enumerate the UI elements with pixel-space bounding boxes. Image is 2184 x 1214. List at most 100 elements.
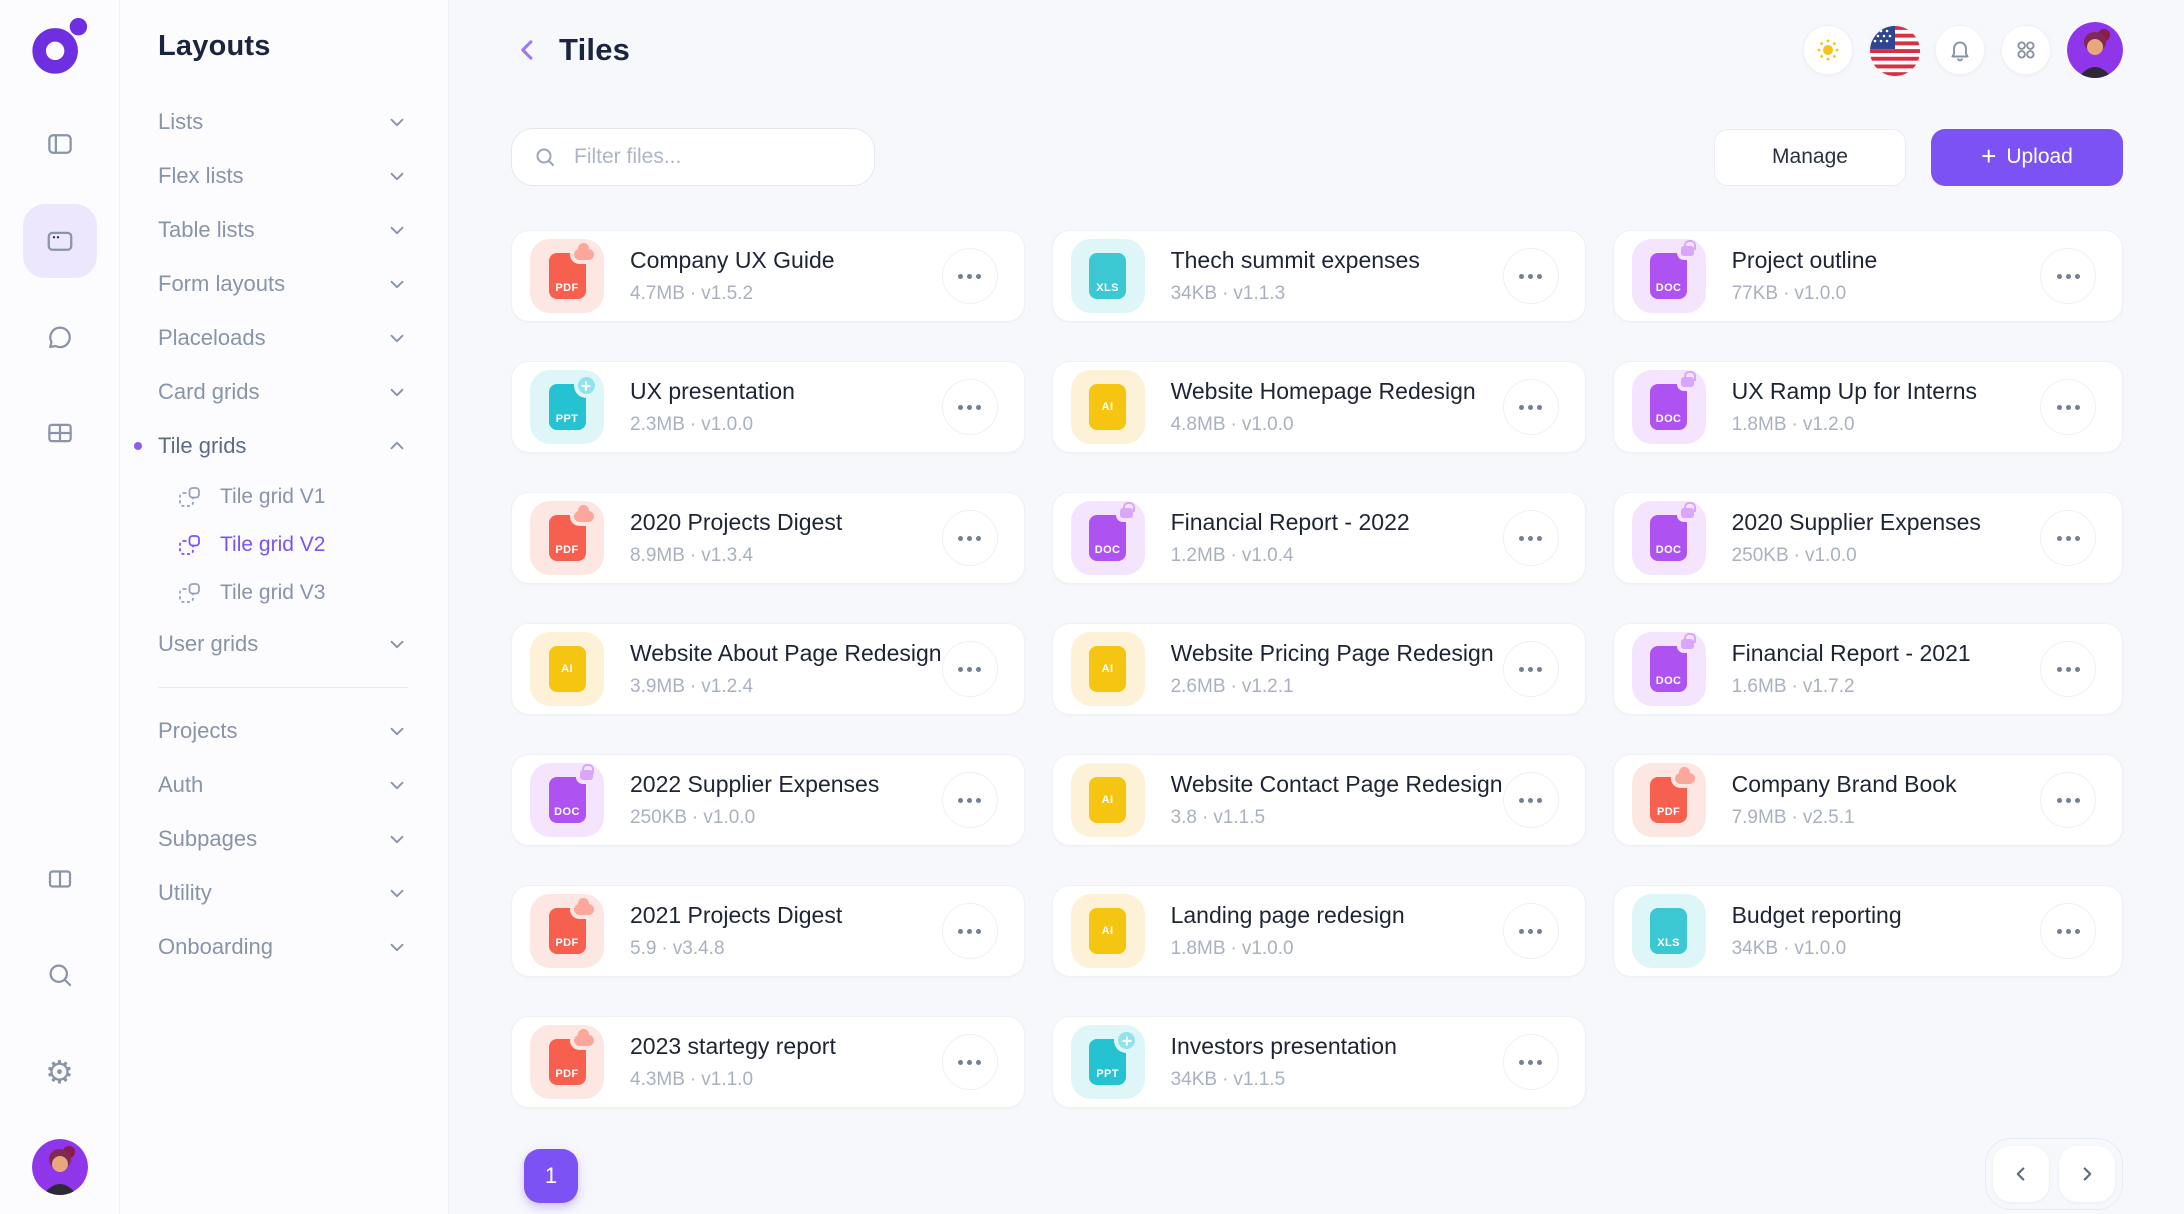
sidebar-submenu-item[interactable]: Tile grid V3 xyxy=(158,569,408,617)
file-card[interactable]: AI Landing page redesign 1.8MB · v1.0.0 xyxy=(1051,885,1586,977)
doc-shape: DOC xyxy=(1089,502,1135,561)
sidebar-menu-item[interactable]: Form layouts xyxy=(158,257,408,311)
file-menu-button[interactable] xyxy=(941,1034,998,1090)
file-card[interactable]: DOC 2022 Supplier Expenses 250KB · v1.0.0 xyxy=(511,754,1025,846)
file-card[interactable]: DOC 2020 Supplier Expenses 250KB · v1.0.0 xyxy=(1612,492,2123,584)
rail-item-search[interactable] xyxy=(45,960,75,990)
file-type-icon: AI xyxy=(1070,763,1145,837)
chevron-down-icon xyxy=(390,943,404,952)
file-meta: 1.6MB · v1.7.2 xyxy=(1732,676,1971,698)
back-button[interactable] xyxy=(511,33,545,67)
page-1-button[interactable]: 1 xyxy=(524,1149,578,1203)
sidebar-menu-item[interactable]: Card grids xyxy=(158,365,408,419)
sidebar-menu-item[interactable]: Projects xyxy=(158,704,408,758)
sidebar-menu-item[interactable]: Utility xyxy=(158,866,408,920)
file-size: 3.8 xyxy=(1170,807,1197,828)
file-card[interactable]: DOC Financial Report - 2021 1.6MB · v1.7.2 xyxy=(1612,623,2123,715)
meta-separator: · xyxy=(689,414,697,435)
file-card[interactable]: AI Website Homepage Redesign 4.8MB · v1.0.… xyxy=(1051,361,1586,453)
sidebar-menu-item[interactable]: Lists xyxy=(158,95,408,149)
file-badge-icon xyxy=(573,1029,594,1046)
user-avatar-icon xyxy=(31,1139,88,1195)
file-menu-button[interactable] xyxy=(941,379,998,435)
rail-item-layouts-active[interactable] xyxy=(22,204,97,278)
file-card[interactable]: XLS Thech summit expenses 34KB · v1.1.3 xyxy=(1051,230,1586,322)
apps-button[interactable] xyxy=(2001,25,2051,75)
rail-item-grids[interactable] xyxy=(45,418,75,448)
file-badge-icon xyxy=(579,764,594,780)
submenu-item-label: Tile grid V1 xyxy=(220,485,326,508)
profile-avatar[interactable] xyxy=(2067,22,2123,78)
file-type-icon: DOC xyxy=(1070,501,1145,575)
rail-avatar[interactable] xyxy=(31,1139,88,1195)
file-card[interactable]: XLS Budget reporting 34KB · v1.0.0 xyxy=(1612,885,2123,977)
notifications-button[interactable] xyxy=(1935,25,1985,75)
app-logo[interactable] xyxy=(29,16,91,78)
file-menu-button[interactable] xyxy=(941,772,998,828)
file-card[interactable]: PPT Investors presentation 34KB · v1.1.5 xyxy=(1051,1016,1586,1108)
file-menu-button[interactable] xyxy=(2040,248,2096,304)
sidebar-menu-item[interactable]: Onboarding xyxy=(158,920,408,974)
file-menu-button[interactable] xyxy=(2040,379,2096,435)
file-menu-button[interactable] xyxy=(1502,903,1559,959)
file-card[interactable]: AI Website Pricing Page Redesign 2.6MB · v… xyxy=(1051,623,1586,715)
file-menu-button[interactable] xyxy=(1502,641,1559,697)
file-menu-button[interactable] xyxy=(2040,772,2096,828)
file-card[interactable]: PDF 2023 startegy report 4.3MB · v1.1.0 xyxy=(511,1016,1025,1108)
file-menu-button[interactable] xyxy=(2040,641,2096,697)
file-version: v1.1.5 xyxy=(1213,807,1266,828)
sidebar-menu-item[interactable]: Auth xyxy=(158,758,408,812)
sidebar-menu-item[interactable]: Tile grids xyxy=(134,419,408,473)
next-page-button[interactable] xyxy=(2059,1146,2115,1202)
file-card[interactable]: DOC Project outline 77KB · v1.0.0 xyxy=(1612,230,2123,322)
theme-toggle-button[interactable] xyxy=(1803,25,1853,75)
file-card[interactable]: AI Website About Page Redesign 3.9MB · v1.… xyxy=(511,623,1025,715)
sidebar-menu-item[interactable]: Flex lists xyxy=(158,149,408,203)
file-menu-button[interactable] xyxy=(941,903,998,959)
file-menu-button[interactable] xyxy=(941,248,998,304)
file-menu-button[interactable] xyxy=(941,510,998,566)
file-menu-button[interactable] xyxy=(941,641,998,697)
sidebar-submenu-item[interactable]: Tile grid V1 xyxy=(158,473,408,521)
file-menu-button[interactable] xyxy=(1502,248,1559,304)
file-menu-button[interactable] xyxy=(1502,772,1559,828)
language-button[interactable] xyxy=(1869,25,1920,76)
sidebar-submenu-item[interactable]: Tile grid V2 xyxy=(158,521,408,569)
upload-button[interactable]: + Upload xyxy=(1931,128,2123,186)
sidebar-menu-item[interactable]: Table lists xyxy=(158,203,408,257)
sidebar-menu-item[interactable]: Subpages xyxy=(158,812,408,866)
file-card[interactable]: PDF 2020 Projects Digest 8.9MB · v1.3.4 xyxy=(511,492,1025,584)
manage-button[interactable]: Manage xyxy=(1714,128,1906,186)
file-card[interactable]: DOC Financial Report - 2022 1.2MB · v1.0.4 xyxy=(1051,492,1586,584)
file-card[interactable]: PPT UX presentation 2.3MB · v1.0.0 xyxy=(511,361,1025,453)
doc-shape: DOC xyxy=(1650,371,1696,430)
dots-icon xyxy=(2056,797,2062,803)
file-card[interactable]: DOC UX Ramp Up for Interns 1.8MB · v1.2.0 xyxy=(1612,361,2123,453)
dots-icon xyxy=(1519,273,1525,279)
file-type-label: PDF xyxy=(555,544,579,556)
file-title: 2023 startegy report xyxy=(630,1033,836,1059)
filter-input[interactable] xyxy=(511,128,875,186)
file-type-label: DOC xyxy=(1094,544,1121,556)
file-menu-button[interactable] xyxy=(2040,510,2096,566)
file-card[interactable]: PDF 2021 Projects Digest 5.9 · v3.4.8 xyxy=(511,885,1025,977)
dots-icon xyxy=(958,404,964,410)
sidebar-menu-item[interactable]: User grids xyxy=(158,617,408,671)
file-badge-icon xyxy=(1681,633,1696,649)
file-menu-button[interactable] xyxy=(1502,379,1559,435)
file-card[interactable]: PDF Company UX Guide 4.7MB · v1.5.2 xyxy=(511,230,1025,322)
rail-item-sidebar-layout[interactable] xyxy=(45,129,75,159)
sidebar-menu-item[interactable]: Placeloads xyxy=(158,311,408,365)
file-card[interactable]: AI Website Contact Page Redesign 3.8 · v1.… xyxy=(1051,754,1586,846)
file-menu-button[interactable] xyxy=(1502,510,1559,566)
rail-item-columns[interactable] xyxy=(45,864,75,894)
rail-item-settings[interactable]: ⚙ xyxy=(45,1056,74,1088)
file-menu-button[interactable] xyxy=(1502,1034,1559,1090)
prev-page-button[interactable] xyxy=(1993,1146,2049,1202)
file-menu-button[interactable] xyxy=(2040,903,2096,959)
file-card[interactable]: PDF Company Brand Book 7.9MB · v2.5.1 xyxy=(1612,754,2123,846)
file-type-label: DOC xyxy=(1655,282,1682,294)
rail-item-messages[interactable] xyxy=(45,322,75,352)
menu-item-label: Form layouts xyxy=(158,271,286,296)
file-meta: 3.9MB · v1.2.4 xyxy=(630,676,942,698)
